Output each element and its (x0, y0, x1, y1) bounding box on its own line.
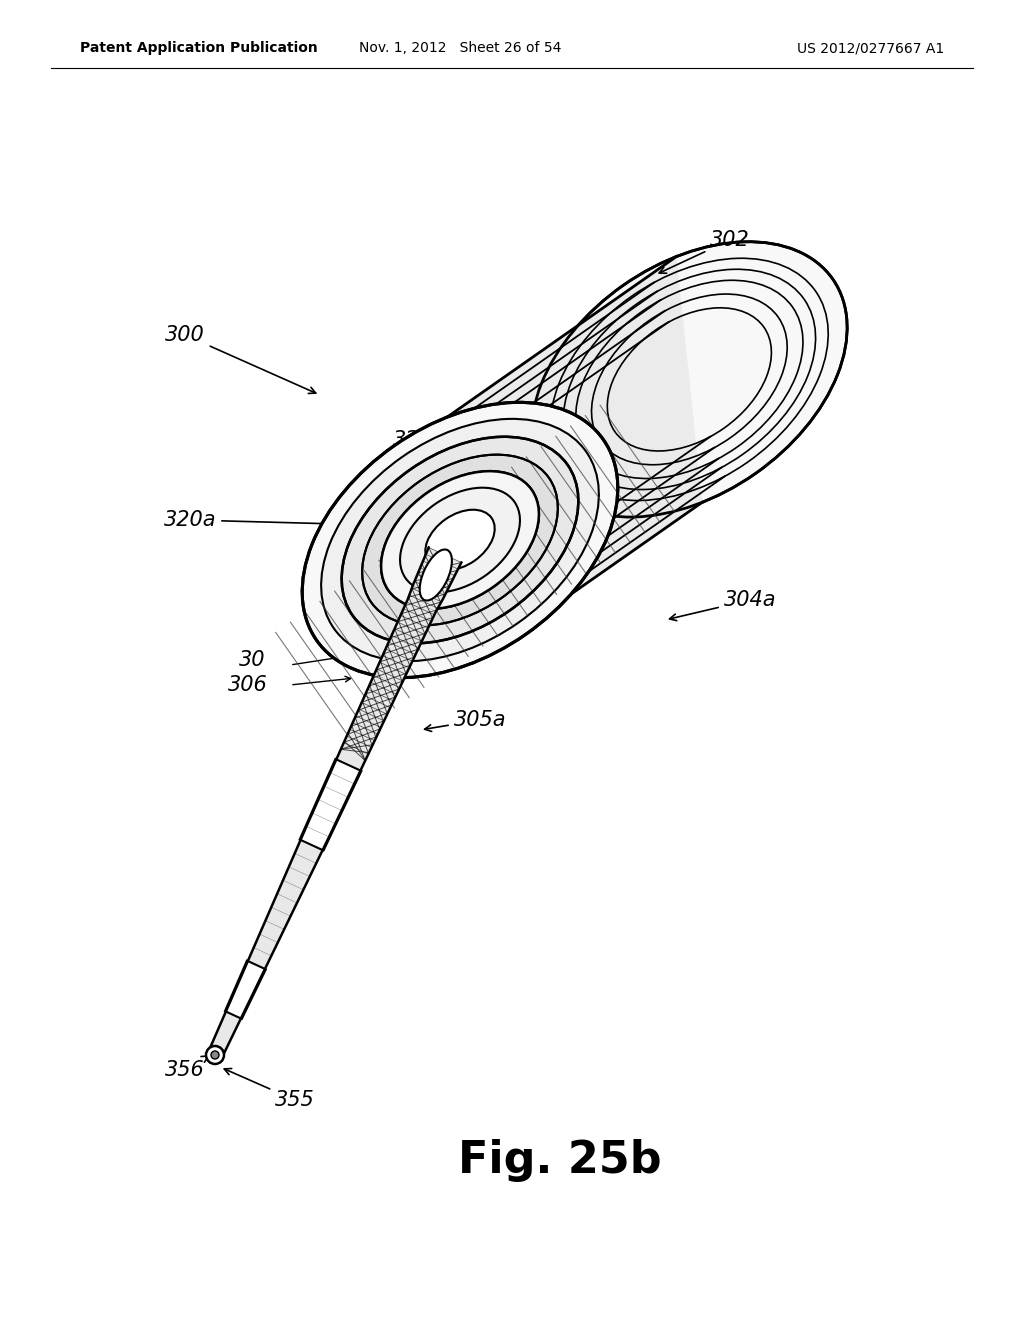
Polygon shape (369, 675, 400, 698)
Text: 30: 30 (239, 649, 265, 671)
Polygon shape (286, 863, 312, 884)
Text: 356: 356 (165, 1056, 209, 1080)
Polygon shape (225, 961, 266, 1019)
Polygon shape (391, 624, 424, 648)
Ellipse shape (425, 510, 495, 570)
Ellipse shape (400, 487, 520, 593)
Text: Patent Application Publication: Patent Application Publication (80, 41, 317, 55)
Text: 320C: 320C (527, 420, 583, 440)
Polygon shape (219, 1014, 240, 1034)
Polygon shape (274, 888, 300, 909)
Ellipse shape (342, 437, 579, 643)
Polygon shape (307, 812, 336, 836)
Polygon shape (242, 964, 264, 983)
Text: US 2012/0277667 A1: US 2012/0277667 A1 (797, 41, 944, 55)
Polygon shape (402, 598, 436, 624)
Polygon shape (335, 750, 366, 774)
Text: 320B: 320B (393, 430, 447, 450)
Polygon shape (296, 837, 324, 859)
Polygon shape (418, 560, 455, 587)
Polygon shape (300, 759, 361, 850)
Text: Fig. 25b: Fig. 25b (458, 1138, 662, 1181)
Polygon shape (280, 875, 306, 898)
Polygon shape (268, 900, 294, 921)
Polygon shape (236, 977, 258, 997)
Text: 306: 306 (228, 675, 268, 696)
Polygon shape (423, 548, 462, 574)
Text: 304a: 304a (670, 590, 776, 620)
Ellipse shape (362, 454, 558, 626)
Polygon shape (364, 686, 394, 711)
Text: 355: 355 (224, 1068, 314, 1110)
Polygon shape (330, 762, 359, 785)
Ellipse shape (381, 471, 539, 609)
Polygon shape (413, 573, 449, 599)
Ellipse shape (531, 242, 847, 517)
Polygon shape (230, 989, 252, 1008)
Polygon shape (291, 850, 317, 873)
Ellipse shape (322, 418, 599, 661)
Polygon shape (208, 1039, 227, 1059)
Polygon shape (302, 825, 330, 847)
Polygon shape (247, 950, 269, 972)
Ellipse shape (400, 487, 520, 593)
Ellipse shape (302, 403, 617, 677)
Text: 345: 345 (310, 574, 435, 610)
Text: 305a: 305a (425, 710, 506, 731)
Polygon shape (397, 611, 430, 636)
Ellipse shape (420, 549, 452, 601)
Polygon shape (375, 661, 407, 686)
Circle shape (206, 1045, 224, 1064)
Ellipse shape (381, 471, 539, 609)
Text: Nov. 1, 2012   Sheet 26 of 54: Nov. 1, 2012 Sheet 26 of 54 (358, 41, 561, 55)
Polygon shape (346, 725, 377, 748)
Polygon shape (324, 775, 353, 797)
Text: 302: 302 (659, 230, 750, 273)
Polygon shape (352, 711, 383, 735)
Polygon shape (357, 700, 389, 723)
Polygon shape (318, 787, 347, 810)
Polygon shape (214, 1027, 233, 1045)
Polygon shape (225, 1002, 246, 1020)
Polygon shape (380, 649, 413, 673)
Polygon shape (258, 925, 282, 946)
Polygon shape (312, 800, 342, 822)
Text: 320a: 320a (164, 510, 371, 531)
Polygon shape (341, 737, 371, 760)
Polygon shape (386, 636, 418, 661)
Polygon shape (252, 939, 275, 960)
Polygon shape (263, 913, 288, 935)
Circle shape (211, 1051, 219, 1059)
Text: 300: 300 (165, 325, 315, 393)
Polygon shape (447, 256, 702, 663)
Polygon shape (408, 586, 442, 611)
